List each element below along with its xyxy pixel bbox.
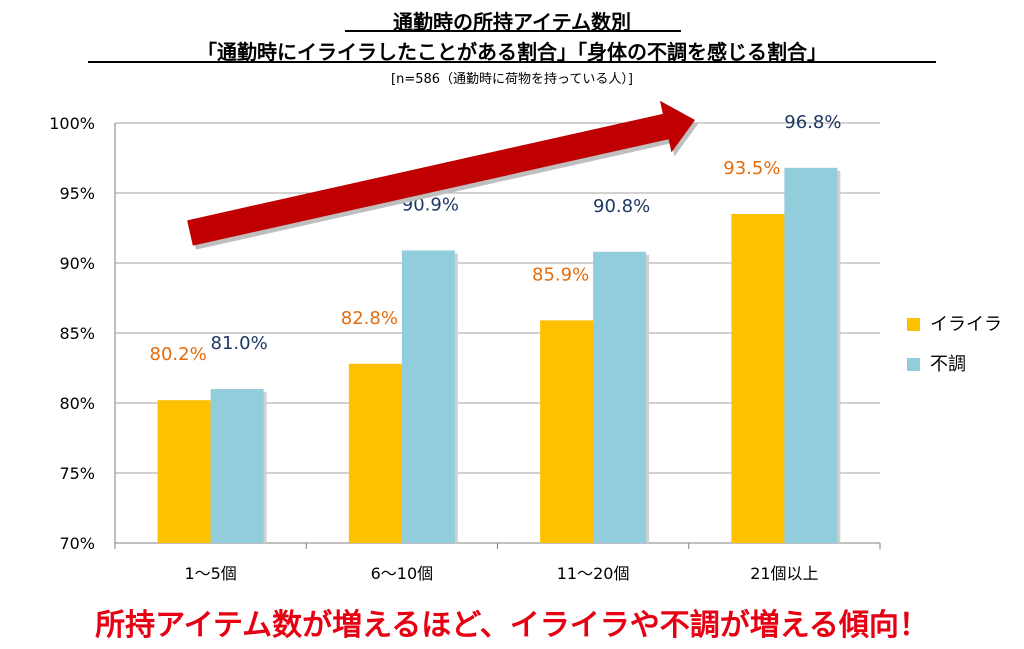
x-tick-label: 21個以上 (750, 564, 818, 583)
sample-note: [n=586（通勤時に荷物を持っている人）] (391, 72, 633, 87)
y-tick-label: 80% (59, 394, 95, 413)
bar-chart: 70% 75% 80% 85% 90% 95% 100% 1～5個 80.2%81.0% 6～10… (49, 100, 1002, 583)
y-tick-label: 95% (59, 184, 95, 203)
legend-label: 不調 (930, 354, 966, 375)
x-tick-label: 11～20個 (557, 564, 630, 583)
bar (210, 389, 264, 543)
data-label: 90.8% (593, 196, 650, 217)
bar (157, 400, 211, 543)
bar (731, 214, 785, 543)
title-underline (345, 30, 681, 32)
y-tick-label: 75% (59, 464, 95, 483)
y-tick-label: 100% (49, 114, 95, 133)
y-tick-label: 90% (59, 254, 95, 273)
legend-swatch (907, 358, 920, 371)
y-tick-label: 70% (59, 534, 95, 553)
x-tick-label: 6～10個 (371, 564, 434, 583)
legend-label: イライラ (930, 314, 1002, 335)
y-tick-label: 85% (59, 324, 95, 343)
bar (401, 250, 455, 543)
data-label: 82.8% (341, 308, 398, 329)
bar (784, 167, 838, 544)
data-label: 93.5% (723, 158, 780, 179)
data-label: 85.9% (532, 264, 589, 285)
x-tick-label: 1～5個 (184, 564, 236, 583)
subtitle-underline (88, 61, 936, 63)
data-label: 80.2% (150, 344, 207, 365)
chart-subtitle: 「通勤時にイライラしたことがある割合」「身体の不調を感じる割合」 (197, 40, 827, 64)
data-label: 81.0% (211, 333, 268, 354)
legend-swatch (907, 318, 920, 331)
conclusion-text: 所持アイテム数が増えるほど、イライラや不調が増える傾向！ (95, 608, 929, 643)
bar (593, 251, 647, 544)
bar (348, 363, 402, 543)
data-label: 96.8% (784, 112, 841, 133)
trend-arrow (187, 100, 695, 246)
bar (540, 320, 594, 543)
